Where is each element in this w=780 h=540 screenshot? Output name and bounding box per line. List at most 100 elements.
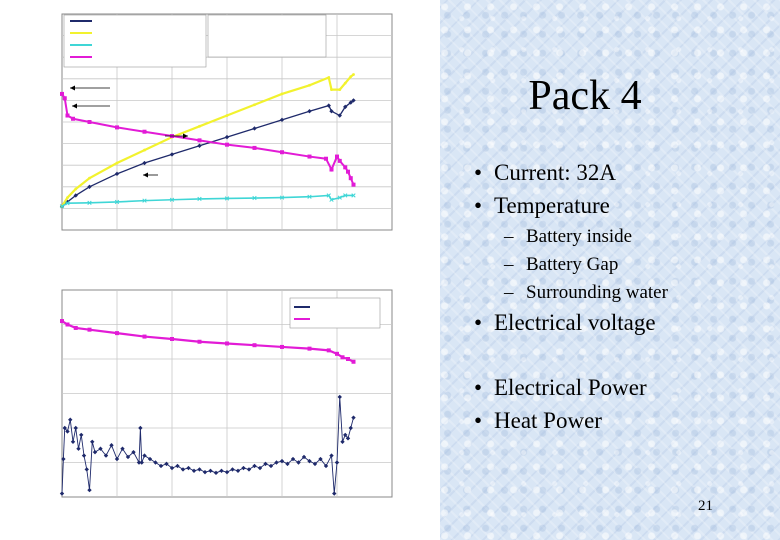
sub-bullet-battery-gap: Battery Gap (504, 254, 618, 276)
data-point (351, 182, 356, 187)
data-point (252, 463, 257, 469)
data-point (252, 195, 257, 201)
data-point (225, 142, 229, 147)
data-point (253, 103, 256, 107)
data-point (326, 103, 331, 108)
data-point (115, 331, 119, 336)
data-point (142, 160, 147, 166)
sub-bullet-battery-inside: Battery inside (504, 226, 632, 248)
bullet-electrical-voltage: Electrical voltage (474, 310, 656, 336)
charts-panel (59, 13, 393, 498)
data-point (142, 453, 147, 458)
data-point (139, 460, 144, 465)
data-point (71, 116, 75, 121)
data-point (324, 156, 328, 161)
data-point (268, 463, 274, 469)
data-point (224, 196, 230, 201)
data-point (308, 83, 311, 87)
arrow-head (70, 85, 75, 91)
data-point (318, 456, 323, 462)
data-point (73, 325, 78, 330)
data-point (65, 113, 70, 118)
data-point (90, 439, 95, 444)
data-point (115, 161, 119, 165)
data-point (307, 346, 312, 351)
data-point (197, 196, 202, 202)
data-point (87, 487, 92, 493)
data-point (326, 193, 331, 198)
data-point (175, 463, 180, 469)
data-point (307, 154, 312, 159)
slide-text-panel: Pack 4 Current: 32A Temperature Battery … (440, 0, 780, 540)
data-point (60, 91, 64, 96)
data-point (170, 336, 174, 341)
data-point (158, 463, 164, 469)
data-point (326, 348, 331, 353)
data-point (241, 465, 246, 471)
data-point (335, 351, 339, 356)
bullet-electrical-power: Electrical Power (474, 375, 647, 401)
data-point (337, 113, 342, 118)
data-point (351, 193, 356, 198)
data-point (59, 204, 65, 209)
series-line-1 (61, 73, 355, 207)
data-point (169, 152, 175, 157)
data-point (252, 145, 257, 150)
data-point (290, 456, 296, 462)
data-point (312, 461, 318, 467)
data-point (114, 199, 120, 205)
bullet-heat-power: Heat Power (474, 408, 602, 434)
bullet-current: Current: 32A (474, 160, 616, 186)
temperature-voltage-chart (59, 13, 393, 231)
data-point (252, 343, 257, 348)
data-point (335, 154, 339, 159)
data-point (88, 176, 91, 180)
data-point (301, 454, 307, 460)
data-point (307, 194, 312, 199)
data-point (280, 92, 284, 96)
data-point (346, 357, 350, 361)
data-point (186, 465, 191, 471)
arrow-head (143, 172, 148, 178)
legend-box (63, 14, 207, 68)
data-point (246, 467, 252, 472)
data-point (230, 467, 235, 472)
data-point (280, 150, 284, 155)
data-point (307, 458, 312, 464)
data-point (164, 461, 169, 467)
arrow-head (72, 103, 77, 109)
data-point (225, 114, 229, 117)
legend-box (289, 297, 381, 329)
data-point (153, 460, 158, 465)
data-point (329, 167, 334, 172)
data-point (114, 171, 120, 177)
data-point (73, 193, 78, 198)
data-point (329, 197, 334, 202)
data-point (59, 491, 65, 496)
data-point (340, 439, 345, 444)
data-point (343, 432, 348, 438)
sub-bullet-surrounding-water: Surrounding water (504, 282, 668, 304)
data-point (351, 359, 356, 364)
data-point (337, 158, 342, 163)
data-point (115, 125, 119, 130)
data-point (62, 96, 67, 101)
data-point (327, 76, 331, 79)
data-point (120, 446, 125, 451)
series-line-0 (61, 99, 354, 207)
data-point (338, 88, 342, 91)
data-point (279, 458, 285, 464)
data-point (131, 449, 136, 455)
data-point (213, 470, 219, 476)
data-point (74, 187, 78, 191)
data-point (345, 436, 351, 441)
data-point (329, 453, 334, 458)
data-point (180, 467, 186, 472)
page-number: 21 (698, 498, 713, 514)
data-point (346, 169, 350, 174)
data-point (62, 425, 67, 431)
slide-title: Pack 4 (528, 73, 642, 119)
data-point (332, 491, 337, 496)
data-point (87, 184, 92, 189)
data-point (330, 88, 333, 91)
